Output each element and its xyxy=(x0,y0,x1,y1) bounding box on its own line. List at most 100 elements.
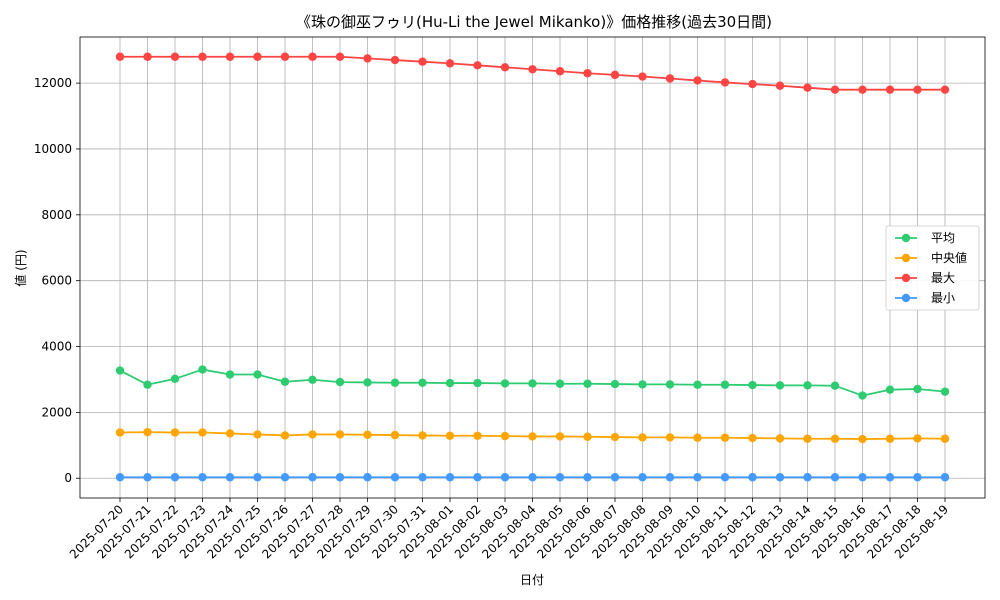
data-point xyxy=(280,52,290,61)
data-point xyxy=(198,52,207,61)
data-point xyxy=(748,473,757,482)
series-平均 xyxy=(115,365,950,400)
data-point xyxy=(198,428,207,437)
data-point xyxy=(555,67,565,76)
series-最小 xyxy=(115,473,950,482)
data-point xyxy=(115,428,125,437)
plot-series xyxy=(115,52,950,482)
data-point xyxy=(775,81,785,90)
data-point xyxy=(418,57,427,66)
data-point xyxy=(308,52,317,61)
data-point xyxy=(280,473,290,482)
data-point xyxy=(115,52,125,61)
data-point xyxy=(280,431,290,440)
data-point xyxy=(198,365,207,374)
data-point xyxy=(583,432,592,441)
legend-label: 平均 xyxy=(931,231,955,245)
data-point xyxy=(170,52,180,61)
data-point xyxy=(665,433,675,442)
data-point xyxy=(143,473,152,482)
data-point xyxy=(638,433,647,442)
legend-label: 最小 xyxy=(931,291,955,305)
data-point xyxy=(390,430,400,440)
data-point xyxy=(143,52,152,61)
data-point xyxy=(638,72,647,81)
data-point xyxy=(280,377,290,386)
data-point xyxy=(418,378,427,387)
data-point xyxy=(363,54,372,63)
data-point xyxy=(473,431,482,440)
data-point xyxy=(115,366,125,375)
data-point xyxy=(335,52,345,61)
data-point xyxy=(830,434,840,443)
data-point xyxy=(418,473,427,482)
data-point xyxy=(445,473,455,482)
data-point xyxy=(308,430,317,439)
data-point xyxy=(913,473,922,482)
data-point xyxy=(555,473,565,482)
data-point xyxy=(473,378,482,388)
legend-swatch-marker xyxy=(901,293,911,303)
data-point xyxy=(748,433,757,443)
data-point xyxy=(803,381,812,390)
legend-swatch-marker xyxy=(901,233,911,243)
data-point xyxy=(775,434,785,443)
data-point xyxy=(610,379,620,389)
data-point xyxy=(528,473,537,482)
data-point xyxy=(445,59,455,68)
data-point xyxy=(335,473,345,482)
y-axis-ticks: 0 2000 4000 6000 8000 10000 12000 xyxy=(34,76,80,485)
data-point xyxy=(610,473,620,482)
data-point xyxy=(858,473,867,482)
data-point xyxy=(308,473,317,482)
data-point xyxy=(885,385,895,394)
data-point xyxy=(528,65,537,74)
data-point xyxy=(253,52,262,61)
legend-label: 中央値 xyxy=(931,250,967,265)
data-point xyxy=(390,55,400,65)
x-axis-ticks: 2025-07-202025-07-212025-07-222025-07-23… xyxy=(67,498,951,561)
data-point xyxy=(253,473,262,482)
data-point xyxy=(638,380,647,389)
data-point xyxy=(363,378,372,387)
data-point xyxy=(803,434,812,443)
data-point xyxy=(720,473,730,482)
data-point xyxy=(940,85,950,94)
data-point xyxy=(610,432,620,442)
y-tick-label: 2000 xyxy=(41,405,72,419)
data-point xyxy=(665,74,675,83)
legend-label: 最大 xyxy=(931,271,955,285)
data-point xyxy=(830,473,840,482)
grid xyxy=(80,37,985,498)
data-point xyxy=(775,381,785,390)
data-point xyxy=(830,85,840,94)
data-point xyxy=(693,380,702,389)
y-tick-label: 12000 xyxy=(34,76,72,90)
series-中央値 xyxy=(115,427,950,444)
data-point xyxy=(143,380,152,389)
y-tick-label: 10000 xyxy=(34,142,72,156)
data-point xyxy=(803,473,812,482)
data-point xyxy=(940,387,950,396)
data-point xyxy=(858,434,867,444)
legend-box xyxy=(885,225,980,311)
data-point xyxy=(638,473,647,482)
data-point xyxy=(803,83,812,92)
data-point xyxy=(775,473,785,482)
data-point xyxy=(583,379,592,388)
data-point xyxy=(500,431,510,441)
data-point xyxy=(913,85,922,94)
data-point xyxy=(858,85,867,94)
data-point xyxy=(913,384,922,394)
y-axis-label: 値 (円) xyxy=(13,249,28,286)
data-point xyxy=(473,61,482,70)
data-point xyxy=(528,379,537,388)
data-point xyxy=(335,377,345,387)
x-axis-label: 日付 xyxy=(520,573,544,587)
data-point xyxy=(170,473,180,482)
y-tick-label: 8000 xyxy=(41,208,72,222)
data-point xyxy=(940,434,950,443)
data-point xyxy=(225,473,235,482)
